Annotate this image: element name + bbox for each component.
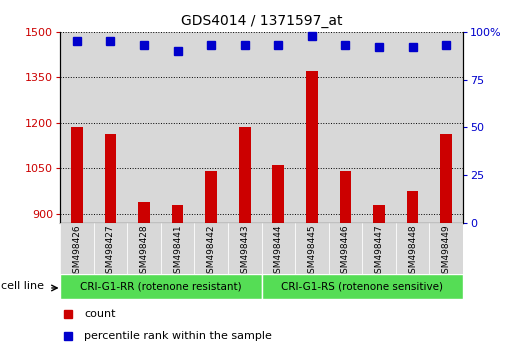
Bar [373,205,385,223]
Bar [60,223,94,274]
Bar [60,32,94,223]
Text: cell line: cell line [1,280,44,291]
Bar [429,32,463,223]
Bar [172,205,184,223]
Text: count: count [84,309,116,320]
Bar [94,223,127,274]
Bar [272,165,284,223]
Bar [396,223,429,274]
Bar [161,223,195,274]
Bar [328,32,362,223]
Bar [339,171,351,223]
Text: GSM498444: GSM498444 [274,224,283,279]
Bar [138,202,150,223]
Bar [105,133,116,223]
Bar [94,32,127,223]
Text: GSM498443: GSM498443 [240,224,249,279]
Bar [71,127,83,223]
Text: GSM498426: GSM498426 [72,224,82,279]
Bar [362,223,396,274]
Text: CRI-G1-RR (rotenone resistant): CRI-G1-RR (rotenone resistant) [80,282,242,292]
Bar [60,274,262,299]
Bar [206,171,217,223]
Bar [195,223,228,274]
Bar [362,32,396,223]
Text: GSM498448: GSM498448 [408,224,417,279]
Bar [239,127,251,223]
Bar [262,274,463,299]
Bar [295,32,328,223]
Text: GSM498442: GSM498442 [207,224,215,279]
Bar [195,32,228,223]
Bar [396,32,429,223]
Text: CRI-G1-RS (rotenone sensitive): CRI-G1-RS (rotenone sensitive) [281,282,443,292]
Bar [262,32,295,223]
Text: percentile rank within the sample: percentile rank within the sample [84,331,272,342]
Bar [407,191,418,223]
Text: GSM498427: GSM498427 [106,224,115,279]
Text: GSM498428: GSM498428 [140,224,149,279]
Bar [440,133,452,223]
Bar [328,223,362,274]
Text: GSM498447: GSM498447 [374,224,383,279]
Text: GSM498445: GSM498445 [308,224,316,279]
Text: GSM498449: GSM498449 [441,224,451,279]
Text: GSM498446: GSM498446 [341,224,350,279]
Bar [429,223,463,274]
Bar [306,71,317,223]
Bar [127,223,161,274]
Bar [127,32,161,223]
Bar [161,32,195,223]
Bar [228,223,262,274]
Title: GDS4014 / 1371597_at: GDS4014 / 1371597_at [181,14,342,28]
Bar [295,223,328,274]
Text: GSM498441: GSM498441 [173,224,182,279]
Bar [228,32,262,223]
Bar [262,223,295,274]
